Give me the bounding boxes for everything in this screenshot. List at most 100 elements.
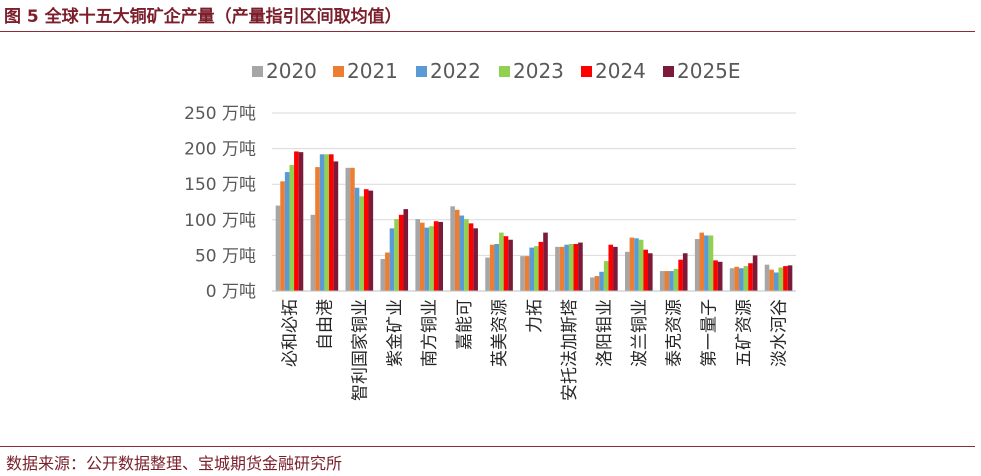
bar-2023-12 [708, 235, 714, 291]
bar-2020-2 [345, 167, 351, 291]
x-tick-label: 淡水河谷 [770, 299, 790, 367]
x-tick-label: 五矿资源 [735, 299, 755, 367]
bar-2024-5 [468, 223, 474, 291]
bar-2022-0 [284, 172, 290, 291]
bar-2024-10 [643, 249, 648, 291]
x-tick-label: 泰克资源 [665, 299, 685, 367]
bar-2021-11 [664, 271, 670, 291]
bar-2020-0 [275, 205, 281, 291]
bar-2020-1 [310, 214, 316, 291]
bar-2020-6 [485, 257, 490, 291]
bar-2021-12 [699, 232, 705, 291]
bar-2022-10 [634, 238, 639, 291]
bar-2020-11 [659, 271, 665, 291]
bar-2020-7 [520, 256, 525, 291]
legend-label: 2023 [513, 59, 564, 83]
y-tick-label: 100 万吨 [184, 211, 256, 231]
bar-2020-14 [764, 264, 770, 291]
bar-2021-4 [420, 222, 425, 291]
bar-2023-9 [603, 261, 609, 291]
legend-swatch-2025E [663, 66, 674, 77]
bar-2023-13 [743, 266, 749, 291]
y-tick-label: 250 万吨 [184, 104, 256, 124]
bar-2020-13 [729, 268, 735, 291]
bar-2022-1 [319, 154, 325, 291]
bar-2025E-8 [578, 242, 583, 291]
bar-2024-4 [433, 221, 439, 291]
bar-2023-10 [638, 239, 644, 291]
bar-2022-6 [494, 244, 500, 291]
bar-2023-1 [324, 154, 329, 291]
bar-2020-8 [555, 246, 560, 291]
bar-2020-10 [625, 251, 630, 291]
bar-2023-5 [464, 219, 469, 291]
x-tick-label: 安托法加斯塔 [560, 299, 580, 401]
bar-2024-8 [573, 244, 579, 291]
bar-2022-7 [529, 247, 534, 291]
bar-2025E-0 [298, 152, 304, 291]
bars [275, 151, 793, 291]
legend-swatch-2020 [252, 66, 263, 77]
bar-2023-11 [673, 268, 679, 291]
bar-2023-4 [429, 226, 434, 291]
bar-2025E-7 [543, 232, 548, 291]
bar-2024-9 [608, 244, 614, 291]
bar-2021-14 [769, 269, 774, 291]
bar-2025E-6 [508, 239, 513, 291]
bar-2025E-1 [333, 161, 339, 291]
title-rule [0, 31, 975, 32]
bar-2024-0 [294, 151, 299, 291]
legend-swatch-2023 [499, 66, 510, 77]
bar-2022-11 [669, 271, 674, 291]
y-tick-label: 0 万吨 [206, 282, 256, 302]
bar-2025E-12 [717, 261, 723, 291]
legend-label: 2024 [595, 59, 646, 83]
bar-2021-0 [280, 181, 285, 291]
source-note: 数据来源：公开数据整理、宝城期货金融研究所 [6, 454, 343, 473]
bar-2021-6 [489, 244, 495, 291]
bar-2021-1 [315, 167, 320, 291]
x-tick-label: 英美资源 [490, 299, 510, 367]
x-tick-label: 洛阳钼业 [595, 299, 615, 367]
bar-2021-5 [454, 209, 460, 291]
bar-2023-6 [499, 232, 504, 291]
bar-2022-13 [739, 268, 744, 291]
bar-2022-5 [459, 215, 465, 291]
bar-2024-12 [713, 260, 718, 291]
legend-swatch-2022 [416, 66, 427, 77]
bar-2025E-2 [368, 190, 374, 291]
legend-label: 2021 [347, 59, 398, 83]
legend: 2020 2021 2022 2023 2024 2025E [252, 59, 741, 83]
bar-2022-14 [773, 272, 779, 291]
y-tick-label: 200 万吨 [184, 140, 256, 160]
bar-2022-2 [354, 187, 360, 291]
y-tick-label: 50 万吨 [195, 246, 256, 266]
figure-title: 图 5 全球十五大铜矿企产量（产量指引区间取均值） [4, 7, 402, 27]
bar-2025E-10 [648, 253, 653, 291]
bar-2021-9 [594, 276, 600, 291]
bar-2020-3 [380, 258, 386, 291]
bar-2023-8 [568, 244, 574, 291]
bar-2025E-14 [787, 265, 793, 291]
bar-2024-6 [503, 236, 509, 291]
bar-2020-4 [415, 219, 420, 291]
bar-2020-5 [450, 206, 455, 291]
bar-2022-3 [389, 228, 395, 291]
legend-swatch-2021 [333, 66, 344, 77]
bar-2023-2 [359, 196, 364, 291]
legend-swatch-2024 [581, 66, 592, 77]
bar-2025E-9 [613, 246, 618, 291]
bar-2022-9 [599, 271, 604, 291]
x-axis-labels: 必和必拓 自由港 智利国家铜业 紫金矿业 南方铜业 嘉能可 英美资源 力拓 安托法加斯塔 洛阳钼业… [281, 299, 790, 401]
x-tick-label: 必和必拓 [281, 299, 301, 367]
bar-2022-8 [564, 244, 569, 291]
bar-2025E-5 [473, 228, 478, 291]
bar-2021-3 [385, 252, 390, 291]
bar-2024-3 [398, 214, 404, 291]
bar-2025E-4 [438, 221, 443, 291]
bar-2024-7 [538, 241, 544, 291]
x-tick-label: 第一量子 [700, 299, 720, 367]
legend-label: 2025E [677, 59, 741, 83]
bar-2020-12 [694, 239, 700, 291]
bar-2025E-13 [752, 255, 758, 291]
